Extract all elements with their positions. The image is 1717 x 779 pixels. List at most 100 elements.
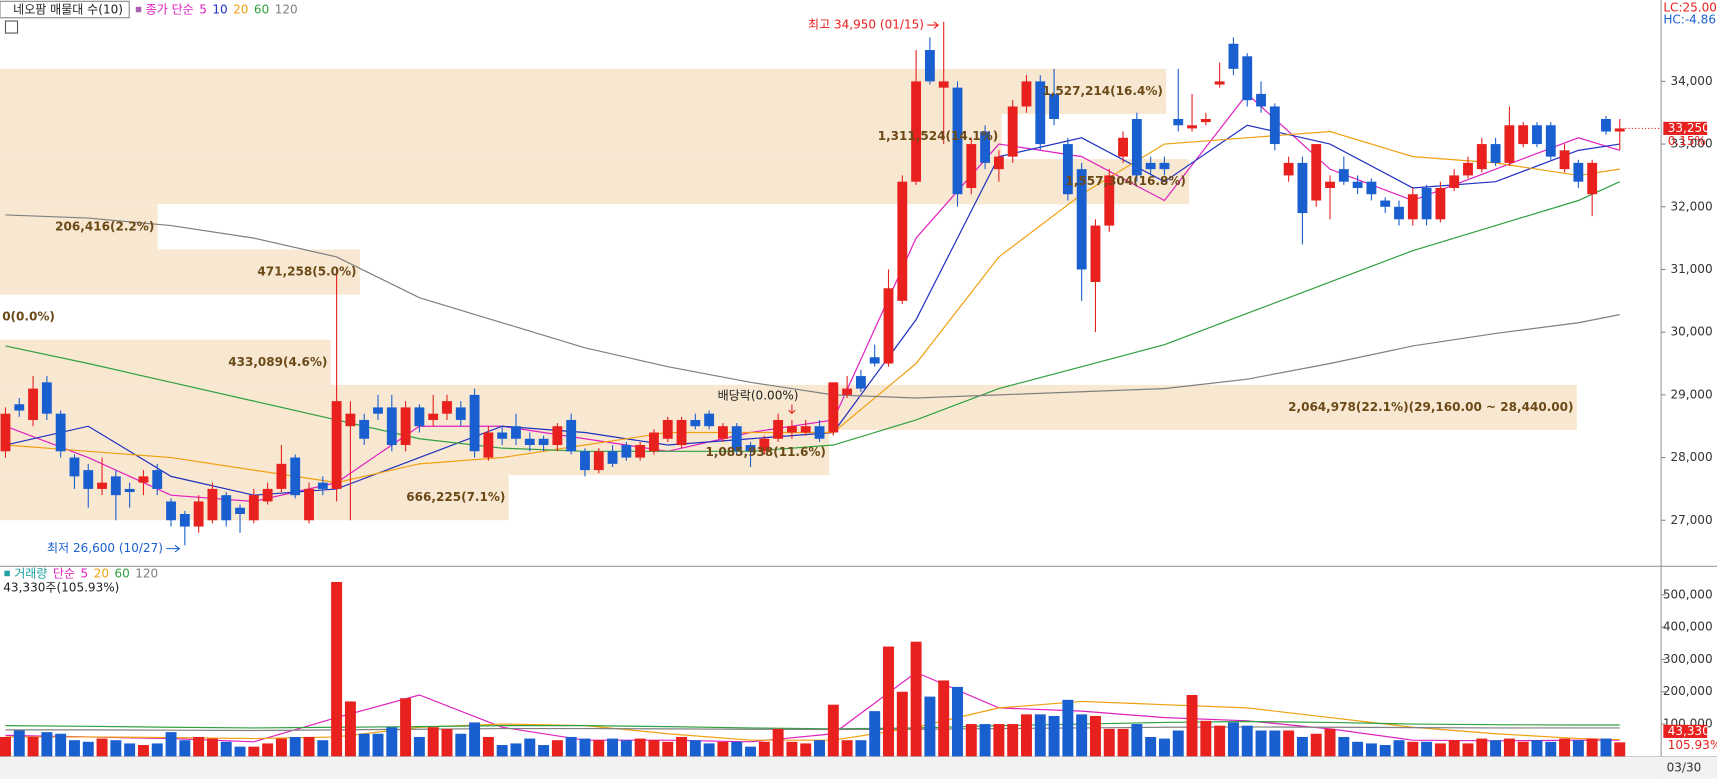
candle-body xyxy=(855,376,866,389)
volume-bar xyxy=(303,736,315,757)
candle-body xyxy=(952,87,963,195)
volume-bar xyxy=(1600,738,1612,757)
volume-bar xyxy=(1048,715,1060,757)
candle-body xyxy=(97,482,107,489)
volume-bar xyxy=(993,724,1005,757)
candle-body xyxy=(262,488,273,502)
y-tick-label: 29,000 xyxy=(1671,387,1713,401)
candle-body xyxy=(731,426,742,452)
candle-body xyxy=(1421,187,1432,220)
volume-ratio-label: 105.93% xyxy=(1668,738,1717,752)
candle-body xyxy=(1242,56,1253,101)
volume-bar xyxy=(538,745,550,757)
y2-tick-label: 300,000 xyxy=(1663,652,1713,666)
candle-body xyxy=(1049,93,1059,119)
candle-body xyxy=(166,501,176,521)
volume-bar xyxy=(1379,745,1391,757)
profile-bar xyxy=(0,249,360,295)
volume-bar xyxy=(1214,725,1226,757)
profile-bar xyxy=(0,113,1002,160)
candle-body xyxy=(1256,93,1266,107)
y2-tick-label: 400,000 xyxy=(1663,620,1713,634)
volume-bar xyxy=(952,686,963,757)
legend-entry: 5 xyxy=(81,567,89,581)
volume-bar xyxy=(289,736,301,757)
candle-body xyxy=(483,432,494,458)
y-tick-label: 34,000 xyxy=(1671,74,1713,88)
table-icon[interactable] xyxy=(4,20,19,34)
volume-bar xyxy=(910,641,922,757)
hc-label: HC:-4.86 xyxy=(1663,12,1716,26)
candle-body xyxy=(1200,118,1211,123)
candle-body xyxy=(1545,125,1556,157)
candle-body xyxy=(179,513,190,527)
candle-body xyxy=(1269,106,1280,145)
volume-bar xyxy=(1324,728,1336,757)
candle-body xyxy=(110,476,121,496)
high-arrow xyxy=(927,21,940,29)
dividend-arrow xyxy=(788,404,796,415)
candle-body xyxy=(152,470,163,489)
volume-bar xyxy=(1062,699,1074,757)
candle-body xyxy=(1407,194,1418,220)
candle-body xyxy=(1104,175,1115,226)
candle-body xyxy=(221,495,232,521)
volume-bar xyxy=(717,741,729,757)
candle-body xyxy=(842,388,853,395)
candle-body xyxy=(207,488,218,521)
x-axis-bg xyxy=(0,756,1717,779)
volume-bar xyxy=(1614,742,1626,757)
candle-body xyxy=(304,488,314,521)
candle-body xyxy=(1090,225,1101,283)
volume-bar xyxy=(27,736,39,757)
y-tick-label: 30,000 xyxy=(1671,325,1713,339)
profile-label: 1,311,524(14.1%) xyxy=(878,129,998,143)
ma-line xyxy=(5,181,1621,452)
volume-bar xyxy=(924,696,936,757)
candle-body xyxy=(897,181,908,301)
legend-entry: 120 xyxy=(275,3,298,17)
volume-bar xyxy=(110,740,122,757)
legend-entry: 20 xyxy=(94,567,109,581)
volume-bar xyxy=(841,740,853,757)
volume-bar xyxy=(676,736,688,757)
volume-bar xyxy=(1186,694,1198,757)
volume-bar xyxy=(455,733,467,757)
candle-body xyxy=(1490,144,1501,163)
candle-body xyxy=(1062,144,1073,195)
candle-body xyxy=(28,388,38,420)
candle-body xyxy=(1463,162,1473,176)
profile-bar xyxy=(0,159,1190,205)
volume-bar xyxy=(344,701,356,757)
volume-bar xyxy=(262,743,274,757)
volume-bar xyxy=(496,745,508,757)
candle-body xyxy=(593,451,604,471)
candle-body xyxy=(828,382,839,433)
candle-body xyxy=(538,438,549,446)
legend-entry: 10 xyxy=(212,3,227,17)
profile-bar xyxy=(0,68,1167,114)
candle-body xyxy=(690,419,701,427)
volume-bar xyxy=(1200,720,1212,757)
volume-bar xyxy=(1255,730,1267,757)
volume-bar xyxy=(1407,741,1419,757)
candle-body xyxy=(704,413,715,427)
legend-entry: 단순 xyxy=(53,567,75,581)
candle-body xyxy=(1394,206,1404,220)
candle-body xyxy=(345,413,356,427)
candle-body xyxy=(276,463,287,489)
volume-bar xyxy=(620,740,632,757)
candle-body xyxy=(248,495,259,521)
volume-bar xyxy=(1117,728,1129,757)
volume-bar xyxy=(206,738,218,757)
volume-bar xyxy=(565,736,577,757)
volume-bar xyxy=(137,745,149,757)
candle-body xyxy=(1338,169,1349,182)
candle-body xyxy=(759,438,770,452)
volume-bar xyxy=(82,741,94,757)
volume-bar xyxy=(441,728,453,757)
candle-body xyxy=(290,457,301,496)
legend-entry: 60 xyxy=(114,567,129,581)
volume-bar xyxy=(1476,738,1488,757)
volume-bar xyxy=(275,738,287,757)
